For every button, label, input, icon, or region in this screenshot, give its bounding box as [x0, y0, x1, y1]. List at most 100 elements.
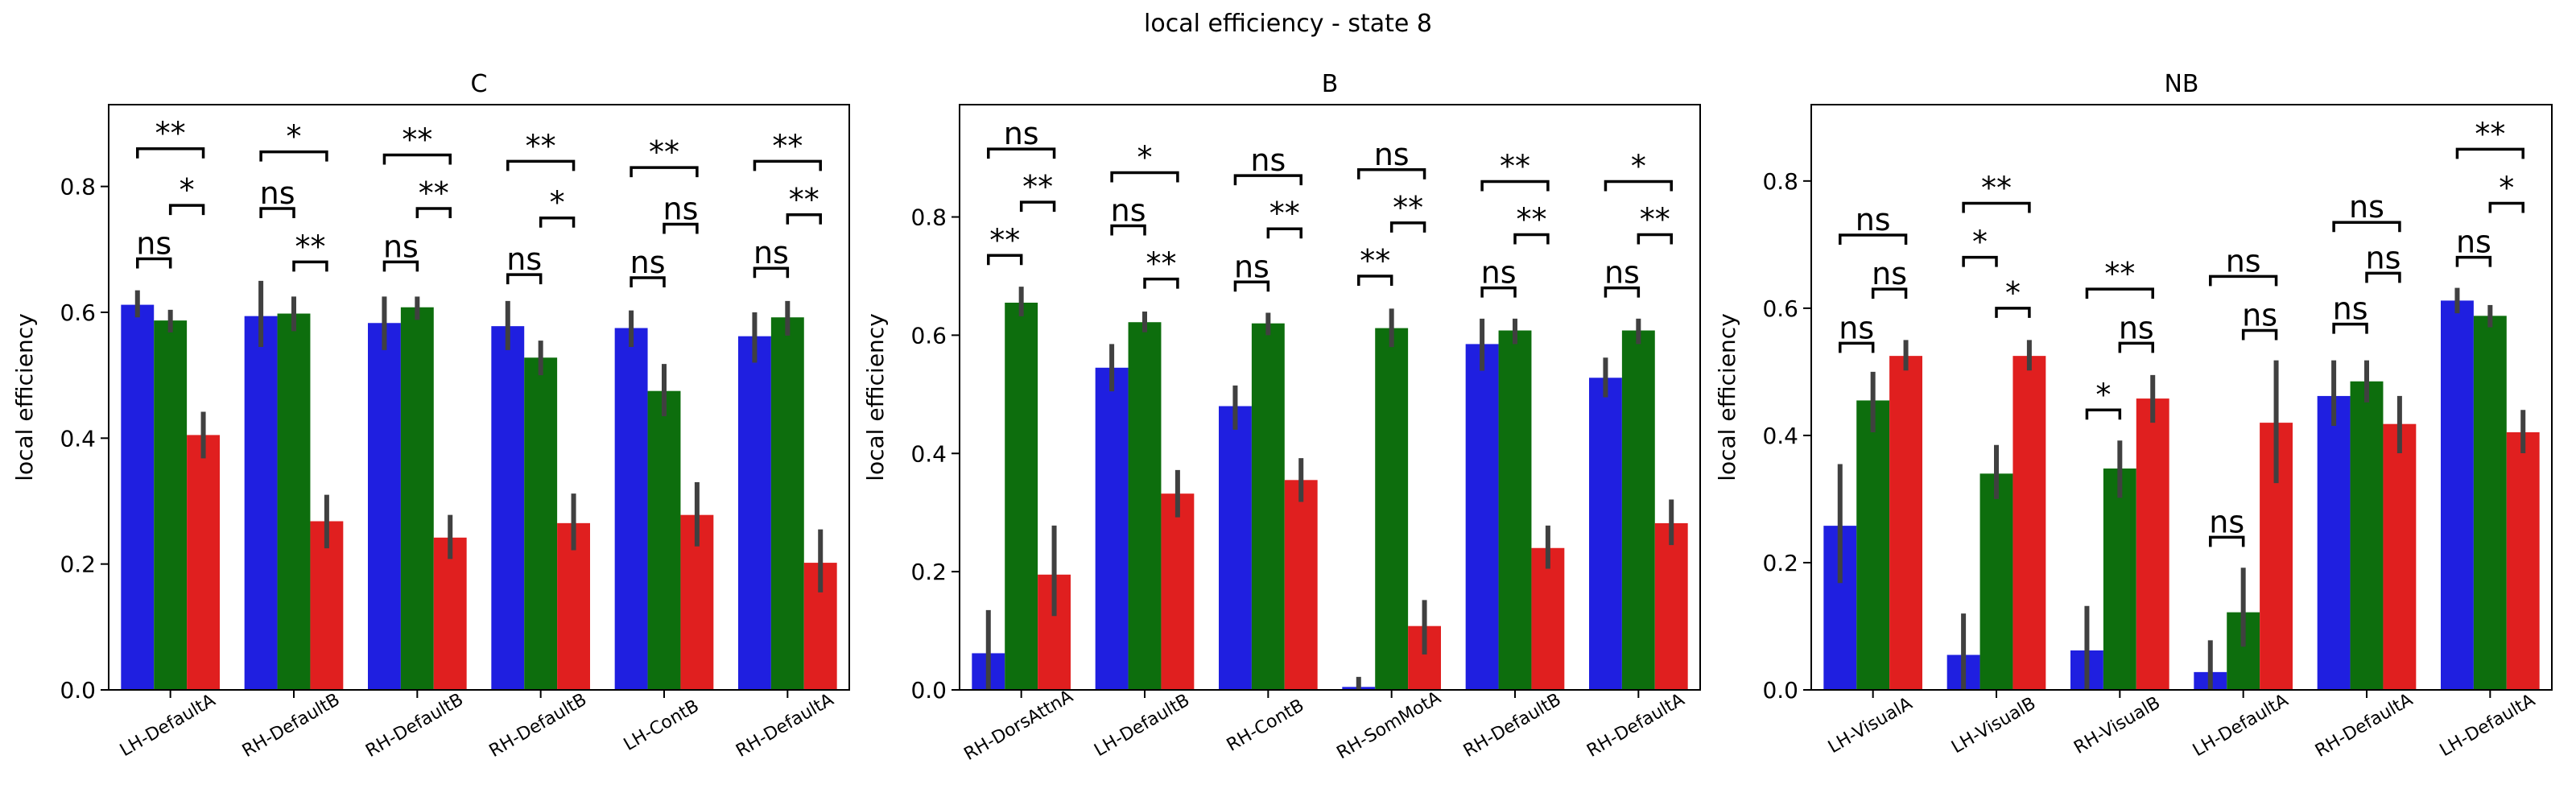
significance-label-c-5: * [287, 119, 302, 155]
significance-bracket-c-14 [630, 166, 699, 178]
significance-label-nb-16: * [2499, 170, 2514, 205]
significance-bracket-c-10 [539, 216, 576, 228]
significance-label-c-17: ** [772, 128, 803, 163]
significance-label-b-2: ns [1004, 116, 1039, 151]
significance-bracket-b-7 [1266, 227, 1302, 239]
bar-b-3-s1 [1375, 328, 1409, 690]
significance-bracket-nb-16 [2488, 201, 2524, 213]
significance-label-nb-9: ns [2209, 504, 2244, 539]
significance-bracket-b-3 [1110, 224, 1146, 236]
significance-bracket-nb-6 [2085, 408, 2122, 420]
significance-bracket-c-15 [753, 266, 790, 279]
bar-nb-0-s2 [1889, 356, 1922, 690]
significance-label-b-7: ** [1269, 196, 1300, 231]
figure-title: local efficiency - state 8 [1144, 10, 1432, 38]
significance-label-nb-4: * [2005, 275, 2021, 311]
significance-label-nb-7: ns [2119, 310, 2154, 345]
significance-bracket-nb-15 [2455, 255, 2492, 267]
significance-bracket-b-1 [1019, 200, 1056, 213]
significance-label-c-12: ns [630, 245, 666, 280]
significance-label-c-10: * [550, 185, 565, 221]
significance-bracket-nb-9 [2209, 535, 2245, 547]
y-tick-label-nb-0: 0.0 [1762, 677, 1798, 704]
significance-bracket-b-10 [1389, 221, 1426, 233]
significance-bracket-c-7 [415, 207, 452, 218]
significance-label-c-15: ns [753, 235, 789, 270]
y-tick-label-c-2: 0.4 [60, 425, 96, 452]
x-tick-label-c-2: RH-DefaultB [362, 690, 467, 762]
significance-bracket-c-2 [136, 147, 205, 159]
x-tick-label-b-2: RH-ContB [1224, 696, 1308, 756]
bar-b-2-s0 [1219, 406, 1252, 690]
y-tick-label-b-0: 0.0 [910, 677, 947, 704]
bar-b-5-s0 [1589, 378, 1622, 690]
panel-title-c: C [471, 70, 488, 98]
bar-b-2-s2 [1284, 480, 1318, 690]
significance-bracket-c-3 [259, 207, 295, 218]
bar-nb-1-s2 [2013, 356, 2046, 690]
significance-bracket-b-13 [1513, 233, 1550, 245]
x-tick-label-c-4: LH-ContB [621, 696, 703, 755]
panel-c: ns***ns***ns****ns***nsns**ns****0.00.20… [11, 70, 850, 762]
y-tick-label-b-1: 0.2 [910, 559, 947, 585]
y-tick-label-nb-1: 0.2 [1762, 550, 1798, 576]
significance-label-nb-2: ns [1856, 202, 1891, 237]
bar-c-2-s1 [400, 307, 434, 690]
bar-b-4-s0 [1465, 344, 1499, 690]
bar-b-5-s2 [1654, 522, 1688, 690]
bar-b-0-s1 [1005, 303, 1038, 690]
x-tick-label-b-3: RH-SomMotA [1333, 687, 1444, 763]
x-tick-label-b-1: LH-DefaultB [1091, 690, 1193, 761]
significance-label-nb-1: ns [1872, 256, 1907, 291]
significance-bracket-c-16 [786, 213, 822, 225]
significance-bracket-b-15 [1604, 286, 1641, 298]
bar-c-0-s1 [154, 320, 188, 690]
x-tick-label-nb-5: LH-DefaultA [2437, 691, 2539, 762]
y-axis-label-nb: local efficiency [1714, 313, 1740, 481]
significance-bracket-c-6 [382, 260, 419, 272]
x-tick-label-b-4: RH-DefaultB [1460, 690, 1565, 762]
significance-bracket-c-5 [259, 150, 328, 162]
bar-c-3-s1 [524, 357, 558, 690]
significance-bracket-c-9 [506, 273, 543, 285]
significance-label-c-6: ns [383, 229, 419, 264]
significance-label-b-16: ** [1640, 202, 1670, 237]
bar-c-1-s0 [244, 316, 278, 690]
significance-bracket-nb-0 [1839, 341, 1875, 353]
significance-label-c-3: ns [260, 175, 295, 211]
significance-bracket-b-8 [1233, 174, 1302, 186]
x-tick-label-c-0: LH-DefaultA [117, 691, 219, 762]
significance-label-c-9: ns [506, 242, 542, 277]
significance-label-c-13: ns [663, 192, 698, 227]
significance-bracket-nb-2 [1839, 233, 1908, 245]
y-tick-label-nb-2: 0.4 [1762, 423, 1798, 449]
significance-label-b-14: ** [1500, 148, 1530, 184]
significance-label-b-10: ** [1393, 190, 1423, 225]
significance-label-b-11: ns [1374, 137, 1410, 172]
significance-bracket-c-13 [663, 222, 699, 234]
significance-label-b-8: ns [1250, 142, 1286, 178]
panel-b: ****nsns***ns**ns****nsns****ns***0.00.2… [862, 70, 1701, 765]
axes-frame-c [108, 104, 850, 691]
significance-bracket-c-12 [630, 276, 666, 287]
significance-bracket-nb-17 [2455, 147, 2524, 159]
significance-label-nb-14: ns [2349, 189, 2384, 225]
significance-bracket-nb-1 [1871, 287, 1908, 299]
significance-label-b-5: * [1137, 139, 1153, 175]
y-tick-label-c-0: 0.0 [60, 677, 96, 704]
y-axis-label-c: local efficiency [11, 313, 38, 481]
bar-c-4-s1 [647, 390, 681, 690]
significance-label-b-6: ns [1234, 249, 1269, 284]
significance-label-b-15: ns [1604, 255, 1640, 291]
significance-label-nb-3: * [1972, 225, 1988, 260]
bar-c-0-s2 [187, 435, 220, 690]
x-tick-label-nb-4: RH-DefaultA [2312, 690, 2417, 762]
significance-bracket-c-0 [136, 257, 172, 269]
bar-nb-2-s1 [2103, 469, 2136, 690]
y-tick-label-nb-4: 0.8 [1762, 168, 1798, 195]
significance-label-nb-11: ns [2226, 243, 2261, 279]
axes-frame-b [959, 104, 1701, 691]
significance-bracket-c-1 [168, 204, 205, 216]
significance-bracket-b-14 [1480, 180, 1550, 192]
significance-bracket-c-4 [292, 260, 328, 272]
